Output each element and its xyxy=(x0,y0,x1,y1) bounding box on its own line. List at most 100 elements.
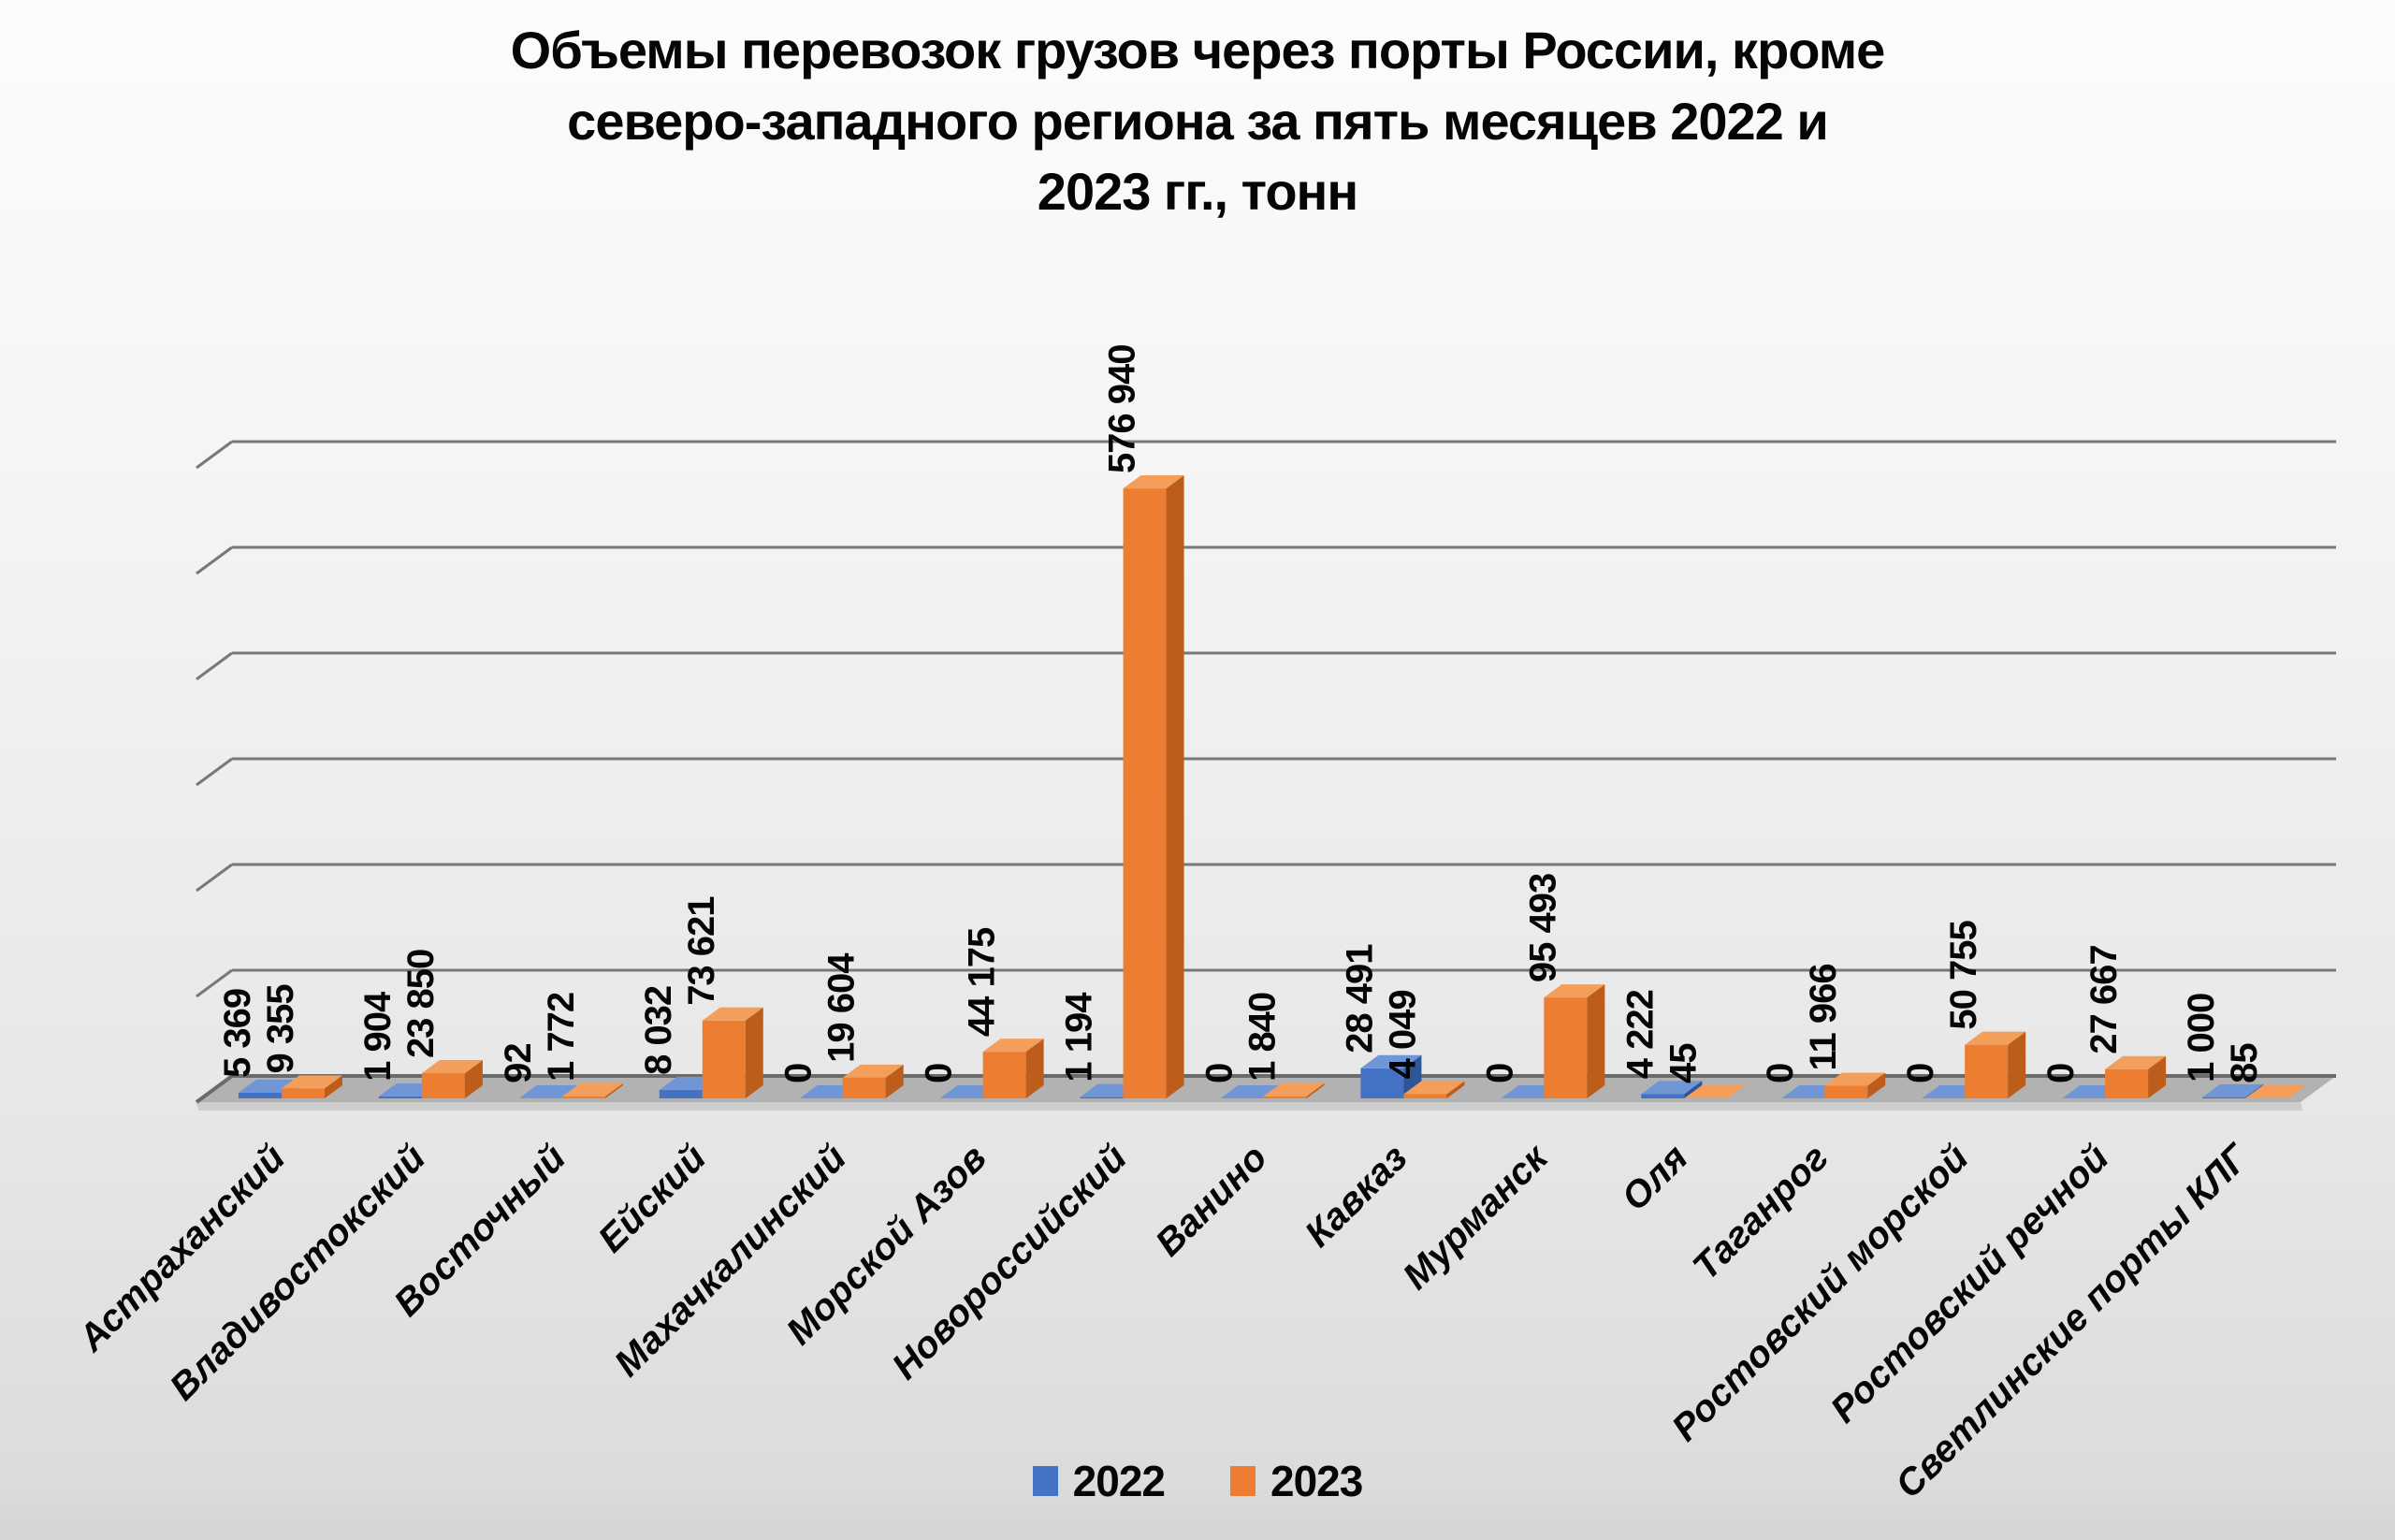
value-label: 1 840 xyxy=(1242,993,1284,1082)
bar-2023-top xyxy=(1684,1084,1746,1098)
bar-2023-side xyxy=(745,1007,763,1098)
gridline-tick xyxy=(196,863,233,893)
bar-2023-front xyxy=(281,1088,325,1098)
value-label: 0 xyxy=(1760,1064,1801,1083)
legend-swatch-2023 xyxy=(1230,1466,1256,1496)
bar-2022-front xyxy=(1641,1094,1685,1098)
bar-2023-side xyxy=(1025,1039,1044,1098)
bar-2023-side xyxy=(1587,984,1605,1098)
value-label: 23 850 xyxy=(400,950,442,1058)
bar-2023-front xyxy=(561,1096,605,1098)
chart-legend: 2022 2023 xyxy=(0,1456,2395,1506)
bar-2023-side xyxy=(885,1064,904,1098)
legend-label-2022: 2022 xyxy=(1072,1457,1166,1505)
bar-2023-top xyxy=(1263,1082,1325,1097)
legend-item-2022: 2022 xyxy=(1032,1456,1166,1506)
zero-line-tick xyxy=(195,1074,234,1104)
category-label: Мурманск xyxy=(1395,1136,1557,1298)
bar-2023-side xyxy=(2288,1084,2307,1098)
bar-2023-top xyxy=(281,1075,342,1089)
bar-2023-top xyxy=(2245,1084,2307,1098)
value-label: 0 xyxy=(778,1064,820,1083)
chart-title-line-2: северо-западного региона за пять месяцев… xyxy=(567,91,1829,151)
legend-label-2023: 2023 xyxy=(1270,1457,1363,1505)
value-label: 0 xyxy=(1900,1064,1941,1083)
bar-2023-front xyxy=(1965,1044,2009,1098)
bar-2023-front xyxy=(1123,488,1167,1098)
bar-2023-front xyxy=(1544,997,1588,1098)
bar-2023-side xyxy=(604,1082,623,1098)
bar-2022-top xyxy=(1360,1054,1422,1068)
chart-title: Объемы перевозок грузов через порты Росс… xyxy=(0,15,2395,227)
bar-2023-top xyxy=(1544,984,1605,998)
bar-2023-side xyxy=(1166,475,1184,1098)
value-label: 85 xyxy=(2224,1043,2265,1083)
category-label: Оля xyxy=(1614,1137,1695,1218)
value-label: 0 xyxy=(1479,1064,1520,1083)
bar-2022-front xyxy=(378,1096,422,1098)
bar-2022-front xyxy=(659,1089,703,1098)
gridline-tick xyxy=(196,440,233,470)
bar-2023-side xyxy=(464,1060,483,1098)
bar-2023-top xyxy=(982,1039,1044,1053)
category-label: Ростовский морской xyxy=(1664,1137,1977,1449)
bar-2023-front xyxy=(702,1020,746,1098)
value-label: 5 369 xyxy=(217,989,258,1078)
value-label: 50 755 xyxy=(1943,921,1984,1030)
bar-2023-side xyxy=(1446,1081,1465,1098)
bar-2023-top xyxy=(1824,1072,1886,1086)
category-label: Новороссийский xyxy=(884,1137,1135,1387)
category-label: Махачкалинский xyxy=(606,1137,854,1385)
value-label: 95 493 xyxy=(1522,874,1563,982)
bar-2023-top xyxy=(1403,1081,1465,1095)
legend-item-2023: 2023 xyxy=(1230,1456,1363,1506)
bar-2023-side xyxy=(2148,1055,2167,1098)
bar-2022-front xyxy=(1080,1097,1124,1098)
bar-2023-front xyxy=(842,1077,886,1098)
value-label: 4 222 xyxy=(1619,990,1661,1079)
bar-2023-top xyxy=(561,1082,623,1097)
bar-2023-front xyxy=(982,1052,1026,1098)
value-label: 28 491 xyxy=(1339,944,1380,1053)
bar-2023-side xyxy=(1306,1082,1325,1098)
bar-2023-top xyxy=(842,1064,904,1078)
chart-title-line-3: 2023 гг., тонн xyxy=(1037,162,1358,222)
category-label: Владивостокский xyxy=(162,1137,433,1408)
bar-2022-top xyxy=(1641,1081,1703,1095)
bar-2022-front xyxy=(1360,1068,1404,1098)
value-label: 0 xyxy=(1199,1064,1241,1083)
value-label: 576 940 xyxy=(1102,344,1143,473)
value-label: 92 xyxy=(498,1043,539,1083)
bar-2023-top xyxy=(421,1060,483,1074)
bar-2023-side xyxy=(1867,1072,1886,1098)
bar-2023-front xyxy=(1263,1096,1307,1098)
value-label: 11 966 xyxy=(1803,964,1844,1070)
bar-2022-side xyxy=(2245,1083,2264,1098)
chart-floor-edge xyxy=(196,1102,2302,1111)
value-label: 1 904 xyxy=(357,991,399,1082)
gridline-tick xyxy=(196,545,233,575)
value-label: 45 xyxy=(1662,1043,1704,1083)
bar-2023-front xyxy=(1824,1085,1868,1098)
bar-2023-front xyxy=(421,1073,465,1098)
value-label: 27 667 xyxy=(2083,945,2125,1053)
bar-2022-front xyxy=(2202,1097,2246,1098)
bar-2023-side xyxy=(324,1075,342,1098)
bar-2022-side xyxy=(1684,1081,1703,1098)
value-label: 44 175 xyxy=(962,927,1003,1037)
value-label: 4 049 xyxy=(1382,990,1423,1079)
bar-2023-top xyxy=(1965,1031,2026,1045)
bar-2022-front xyxy=(238,1092,282,1098)
category-label: Ванино xyxy=(1148,1137,1275,1264)
gridline-tick xyxy=(196,651,233,681)
bar-2023-front xyxy=(1403,1094,1447,1098)
bar-2022-top xyxy=(2202,1083,2264,1097)
category-label: Ейский xyxy=(590,1137,714,1260)
value-label: 19 604 xyxy=(821,952,863,1063)
bar-2023-side xyxy=(1727,1084,1746,1098)
bar-2023-front xyxy=(2105,1068,2149,1098)
category-label: Ростовский речной xyxy=(1823,1137,2117,1431)
bar-2023-top xyxy=(702,1007,763,1021)
